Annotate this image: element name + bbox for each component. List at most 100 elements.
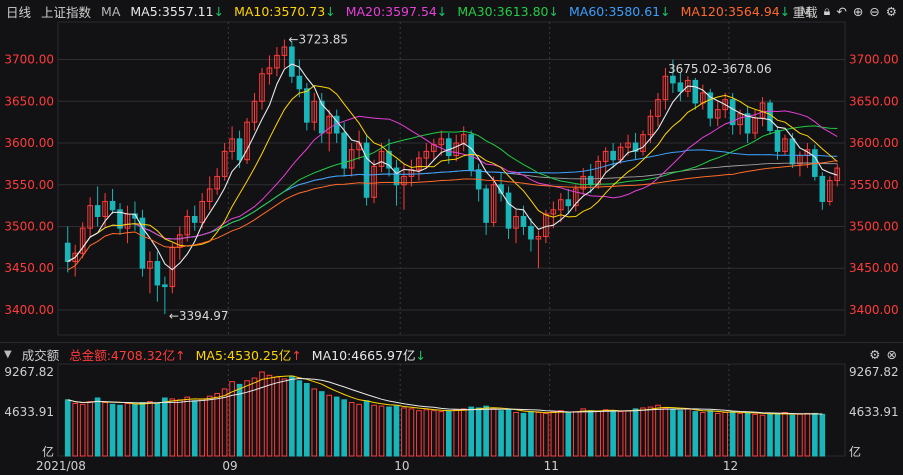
index-name: 上证指数	[41, 4, 92, 20]
x-label-2: 10	[394, 459, 409, 473]
candle-body	[453, 142, 460, 157]
candle-body	[341, 132, 347, 169]
volume-bar	[229, 381, 235, 457]
candle-body	[647, 115, 654, 136]
volume-bar	[707, 410, 714, 457]
candle-body	[580, 175, 587, 190]
candle-body	[296, 75, 303, 90]
candle-body	[289, 46, 295, 77]
volume-bar	[543, 412, 549, 457]
price-tick-left-6: 3400.00	[4, 303, 54, 317]
volume-bar	[94, 397, 101, 457]
volume-bar	[490, 408, 497, 457]
volume-bar	[572, 411, 579, 457]
candle-body	[640, 134, 646, 152]
volume-bar	[79, 403, 86, 457]
volume-bar	[475, 407, 482, 457]
chart-header: 日线 上证指数 MA MA5:3557.11↓ MA10:3570.73↓ MA…	[0, 0, 903, 22]
candle-body	[102, 200, 108, 217]
volume-close-icon[interactable]: ⊗	[886, 346, 897, 362]
volume-ma10-line	[67, 377, 823, 415]
x-label-1: 09	[222, 459, 237, 473]
period-label[interactable]: 日线	[6, 4, 32, 20]
volume-bar	[565, 411, 572, 457]
ma10-line	[67, 85, 838, 262]
volume-bar	[714, 412, 721, 457]
candle-body	[236, 138, 243, 161]
volume-bar	[819, 413, 826, 457]
zoom-out-icon[interactable]: ⊖	[869, 3, 880, 19]
undo-icon[interactable]: ↶	[836, 3, 847, 19]
candle-body	[662, 75, 669, 101]
volume-bar	[154, 402, 161, 457]
volume-bar	[587, 410, 594, 457]
zoom-in-icon[interactable]: ⊕	[852, 3, 864, 19]
candle-body	[162, 284, 168, 288]
right-annotation: 3675.02-3678.06	[668, 62, 772, 76]
candle-body	[826, 180, 833, 202]
restore-button[interactable]: 重载	[792, 4, 818, 20]
volume-bar	[162, 397, 168, 457]
candle-body	[483, 188, 489, 223]
candle-body	[789, 138, 796, 165]
x-label-4: 12	[723, 459, 738, 473]
price-panel-frame	[57, 21, 846, 336]
volume-settings-icon[interactable]: ⚙	[869, 346, 881, 362]
volume-bar	[423, 409, 430, 457]
candle-body	[677, 82, 684, 92]
volume-header: ▼ 成交额 总金额:4708.32亿↑ MA5:4530.25亿↑ MA10:4…	[0, 342, 903, 365]
volume-bar	[677, 410, 684, 457]
candle-body	[221, 150, 228, 177]
volume-title[interactable]: 成交额	[21, 347, 60, 363]
candle-body	[393, 167, 400, 186]
candle-body	[281, 46, 288, 56]
volume-bar	[737, 412, 743, 457]
candle-body	[520, 215, 527, 227]
volume-bar	[468, 406, 474, 457]
x-label-3: 11	[544, 459, 559, 473]
collapse-icon[interactable]: ▼	[4, 348, 12, 360]
ma5-value: MA5:3557.11↓	[130, 3, 225, 19]
volume-bar	[692, 411, 699, 457]
volume-bar	[774, 413, 781, 457]
volume-bar	[408, 408, 415, 457]
volume-bar	[640, 407, 646, 457]
volume-bar	[87, 401, 93, 457]
settings-icon[interactable]: ⚙	[885, 3, 897, 19]
volume-bar	[558, 410, 564, 457]
candle-body	[819, 175, 826, 202]
volume-bar	[617, 411, 624, 457]
candle-body	[558, 199, 564, 211]
candle-body	[438, 138, 445, 146]
volume-bar	[72, 402, 79, 457]
candle-body	[139, 217, 146, 269]
candle-body	[109, 200, 116, 211]
volume-bar	[244, 380, 250, 457]
candle-body	[259, 73, 265, 102]
volume-bar	[303, 382, 310, 457]
volume-bar	[722, 411, 729, 457]
candle-body	[543, 213, 549, 238]
high-annotation: ←3723.85	[288, 33, 348, 47]
volume-bar	[326, 394, 333, 457]
candle-body	[707, 92, 714, 119]
candle-body	[303, 88, 310, 123]
ma-label[interactable]: MA	[101, 3, 121, 19]
candle-body	[266, 67, 273, 75]
candle-body	[722, 99, 729, 111]
candle-body	[423, 150, 430, 159]
candle-body	[670, 75, 676, 84]
lock-icon[interactable]: 🔒︎	[823, 3, 831, 18]
volume-toolbar: ⚙ ⊗	[869, 343, 897, 365]
volume-bar	[176, 399, 183, 457]
candle-body	[318, 100, 325, 134]
volume-bar	[117, 404, 123, 457]
candle-body	[378, 150, 385, 167]
ma20-value: MA20:3597.54↓	[345, 3, 448, 19]
volume-bar	[221, 388, 228, 457]
volume-bar	[513, 411, 519, 457]
volume-bar	[647, 406, 654, 457]
candle-body	[550, 209, 557, 215]
volume-bar	[348, 402, 355, 457]
